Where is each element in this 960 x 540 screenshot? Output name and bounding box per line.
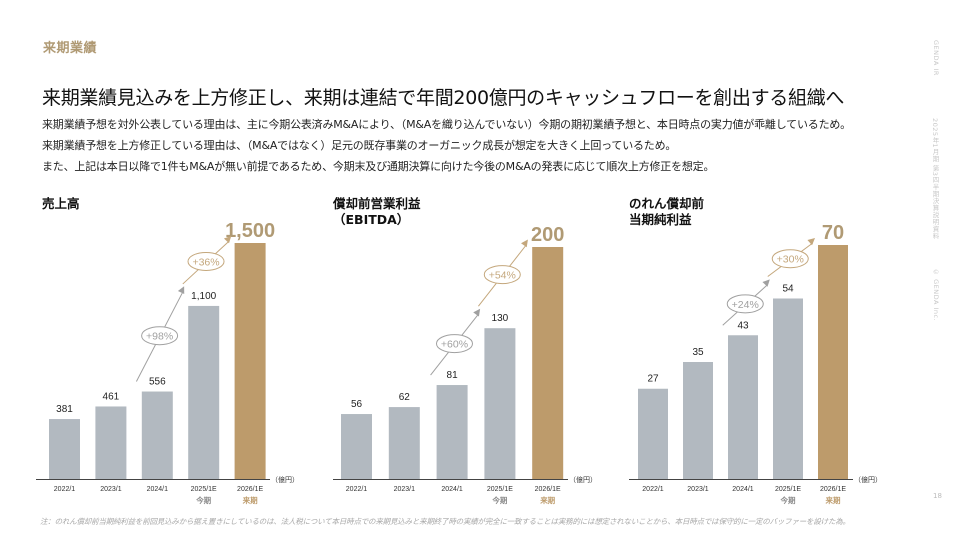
chart-title-line: 当期純利益: [629, 212, 692, 227]
x-tick-label: 2024/1: [441, 486, 463, 493]
bar-value-label: 56: [351, 399, 363, 410]
bar-value-label: 1,100: [191, 291, 216, 302]
x-tick-label: 2022/1: [642, 486, 664, 493]
growth-arrow-head: [223, 235, 232, 244]
explanation-text: 来期業績予想を対外公表している理由は、主に今期公表済みM&Aにより、（M&Aを織…: [42, 114, 851, 177]
bar-value-label: 381: [56, 404, 73, 415]
x-tick-label: 2024/1: [147, 486, 169, 493]
period-sublabel: 来期: [242, 495, 258, 505]
explanation-line-3: また、上記は本日以降で1件もM&Aが無い前提であるため、今期末及び通期決算に向け…: [42, 160, 715, 173]
growth-rate-label: +30%: [777, 254, 804, 266]
unit-label: （億円）: [569, 475, 597, 484]
growth-badge: [141, 326, 179, 346]
bar-2023/1: [95, 406, 127, 479]
growth-rate-label: +60%: [441, 339, 468, 351]
growth-arrow-head: [762, 279, 770, 287]
chart-revenue: （億円） 381 2022/1 461 2023/1 556 2024/1 1,100 2025…: [36, 220, 299, 505]
bar-2026/1E: [532, 247, 564, 479]
bar-2022/1: [341, 414, 372, 479]
x-tick-label: 2023/1: [100, 486, 122, 493]
bar-2022/1: [638, 388, 668, 479]
bar-2026/1E: [234, 243, 266, 479]
bar-2026/1E: [818, 245, 848, 479]
chart-title-net-income: のれん償却前 当期純利益: [629, 196, 704, 228]
chart-title-line: 売上高: [42, 196, 80, 211]
bar-2024/1: [728, 335, 758, 479]
x-tick-label: 2025/1E: [775, 486, 801, 493]
growth-arrow-head: [807, 238, 816, 246]
x-tick-label: 2026/1E: [820, 486, 846, 493]
page-headline: 来期業績見込みを上方修正し、来期は連結で年間200億円のキャッシュフローを創出す…: [42, 87, 845, 109]
x-tick-label: 2024/1: [732, 486, 754, 493]
bar-2025/1E: [773, 298, 803, 479]
unit-label: （億円）: [271, 475, 299, 484]
bar-value-label: 27: [647, 374, 659, 385]
bar-2024/1: [141, 391, 173, 479]
chart-title-line: （EBITDA）: [333, 212, 410, 227]
bar-value-label: 130: [492, 313, 509, 324]
explanation-line-2: 来期業績予想を上方修正している理由は、（M&Aではなく）足元の既存事業のオーガニ…: [42, 139, 677, 152]
bar-value-label: 1,500: [225, 220, 275, 242]
bar-value-label: 54: [782, 283, 794, 294]
period-sublabel: 来期: [825, 495, 841, 505]
bar-2025/1E: [188, 305, 220, 479]
bar-value-label: 70: [822, 222, 844, 244]
period-sublabel: 今期: [780, 495, 796, 505]
growth-rate-label: +36%: [192, 256, 219, 268]
growth-rate-label: +24%: [732, 299, 759, 311]
unit-label: （億円）: [854, 475, 882, 484]
bar-value-label: 81: [447, 370, 459, 381]
bar-2024/1: [436, 385, 468, 479]
bar-value-label: 35: [692, 347, 704, 358]
bar-value-label: 461: [103, 391, 120, 402]
growth-arrow-head: [521, 239, 528, 248]
footnote: 注：のれん償却前当期純利益を前回見込みから据え置きにしているのは、法人税について…: [40, 517, 850, 526]
growth-arrow-head: [473, 308, 481, 317]
growth-rate-label: +54%: [489, 270, 516, 282]
growth-badge: [187, 251, 225, 271]
x-tick-label: 2026/1E: [535, 486, 561, 493]
brand-sidebar-label: GENDA IR: [932, 40, 940, 76]
bar-2022/1: [49, 419, 80, 479]
x-tick-label: 2022/1: [346, 486, 368, 493]
growth-badge: [771, 249, 809, 269]
growth-badge: [726, 294, 764, 314]
section-label: 来期業績: [43, 41, 98, 56]
bar-2023/1: [388, 407, 420, 479]
bar-value-label: 556: [149, 377, 166, 388]
explanation-line-1: 来期業績予想を対外公表している理由は、主に今期公表済みM&Aにより、（M&Aを織…: [42, 118, 851, 131]
bar-2025/1E: [484, 328, 516, 479]
growth-arrow-head: [177, 286, 185, 295]
growth-badge: [483, 265, 521, 285]
chart-title-ebitda: 償却前営業利益 （EBITDA）: [333, 196, 421, 228]
x-tick-label: 2025/1E: [191, 486, 217, 493]
x-tick-label: 2023/1: [687, 486, 709, 493]
chart-ebitda: （億円） 56 2022/1 62 2023/1 81 2024/1 130 2025/1E 今期…: [333, 224, 597, 505]
bar-2023/1: [683, 362, 713, 479]
document-title-sidebar: 2025年1月期 第3四半期決算説明資料: [931, 118, 939, 240]
x-tick-label: 2026/1E: [237, 486, 263, 493]
bar-value-label: 62: [399, 392, 411, 403]
chart-title-revenue: 売上高: [42, 196, 80, 212]
bar-value-label: 43: [737, 320, 749, 331]
period-sublabel: 来期: [539, 495, 555, 505]
x-tick-label: 2025/1E: [487, 486, 513, 493]
chart-title-line: 償却前営業利益: [333, 196, 421, 211]
page-number: 18: [933, 492, 942, 500]
growth-rate-label: +98%: [146, 331, 173, 343]
bar-value-label: 200: [531, 224, 564, 246]
chart-title-line: のれん償却前: [629, 196, 705, 211]
period-sublabel: 今期: [195, 495, 211, 505]
copyright-sidebar: © GENDA Inc.: [932, 268, 940, 322]
period-sublabel: 今期: [491, 495, 507, 505]
chart-net-income: （億円） 27 2022/1 35 2023/1 43 2024/1 54 2025/1E 今期 7…: [629, 222, 882, 505]
growth-badge: [435, 334, 473, 354]
x-tick-label: 2023/1: [394, 486, 416, 493]
x-tick-label: 2022/1: [54, 486, 76, 493]
